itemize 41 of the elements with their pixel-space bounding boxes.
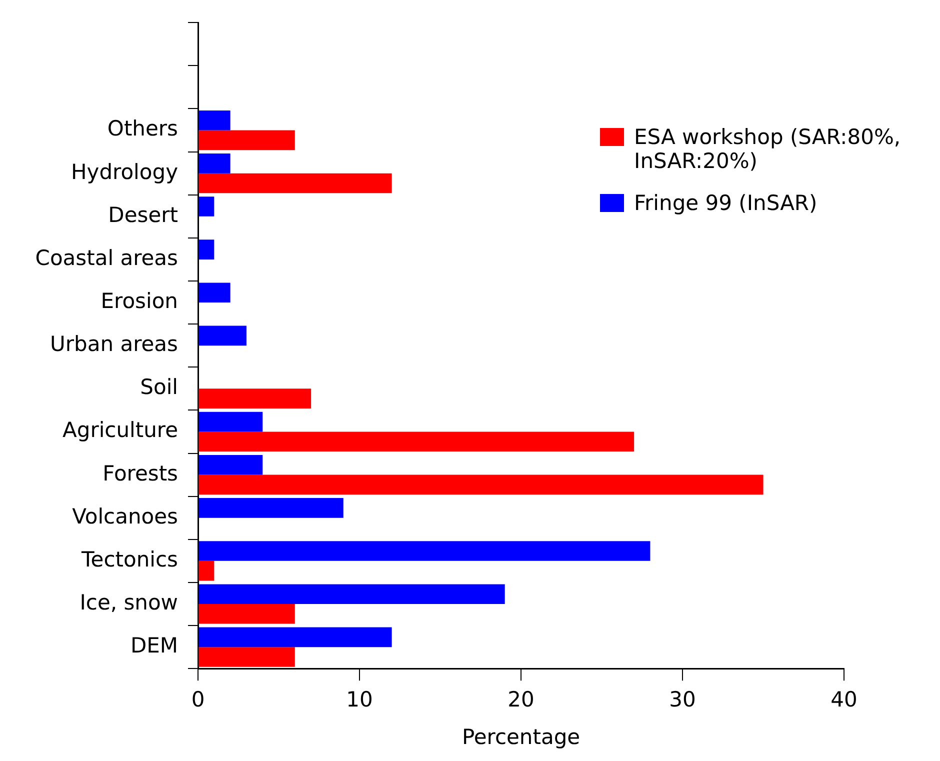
bar: [198, 196, 214, 216]
x-tick-label: 0: [191, 688, 205, 712]
x-tick-label: 10: [346, 688, 373, 712]
bar: [198, 432, 634, 452]
bar: [198, 130, 295, 150]
bar: [198, 627, 392, 648]
y-tick-label: Ice, snow: [80, 590, 178, 614]
bar: [198, 173, 392, 194]
y-tick-label: Desert: [108, 202, 178, 227]
x-axis-title: Percentage: [462, 724, 580, 749]
bar: [198, 498, 344, 518]
bar: [198, 154, 230, 174]
bar: [198, 326, 246, 346]
y-tick-label: Soil: [140, 375, 178, 400]
bar: [198, 474, 764, 495]
bar: [198, 647, 295, 667]
y-tick-label: Urban areas: [50, 332, 178, 356]
bar: [198, 240, 214, 260]
x-tick-label: 30: [669, 688, 696, 712]
y-tick-label: Volcanoes: [72, 504, 178, 528]
legend-label: ESA workshop (SAR:80%, InSAR:20%): [634, 125, 902, 173]
bar: [198, 388, 312, 408]
legend-label: Fringe 99 (InSAR): [634, 191, 818, 215]
bar: [198, 282, 230, 303]
y-tick-label: DEM: [130, 634, 178, 658]
bar: [198, 541, 650, 561]
y-tick-label: Erosion: [100, 288, 178, 313]
y-tick-label: Agriculture: [62, 418, 178, 442]
bar: [198, 604, 295, 624]
bar: [198, 584, 505, 604]
y-tick-label: Hydrology: [70, 160, 178, 184]
y-tick-label: Coastal areas: [35, 246, 178, 270]
bar: [198, 454, 263, 475]
bar: [198, 560, 214, 581]
bar: [198, 110, 230, 130]
y-tick-label: Forests: [102, 461, 178, 486]
y-tick-label: Others: [107, 116, 178, 141]
y-tick-label: Tectonics: [80, 547, 178, 572]
x-tick-label: 40: [830, 688, 858, 712]
bar: [198, 412, 263, 432]
x-tick-label: 20: [508, 688, 534, 712]
